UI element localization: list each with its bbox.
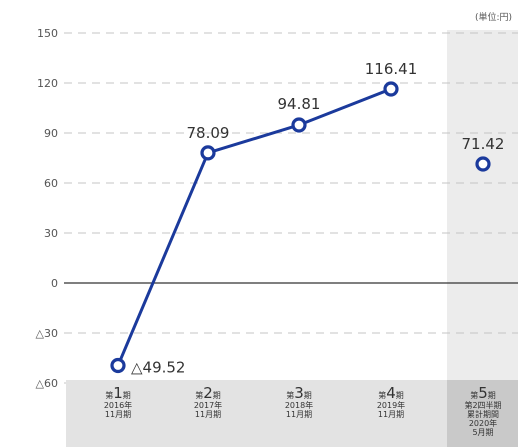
data-label: △49.52	[131, 359, 185, 377]
category-period: 第2期	[195, 384, 221, 402]
category-period: 第3期	[286, 384, 312, 402]
category-subline: 2020年	[469, 418, 497, 428]
category-subline: 2018年	[285, 400, 313, 410]
series-line	[116, 87, 392, 367]
y-tick-label: 0	[51, 277, 58, 290]
category-subline: 第2四半期	[464, 400, 501, 410]
y-tick-label: △30	[36, 327, 58, 340]
forecast-category-band	[447, 380, 518, 447]
category-subline: 11月期	[286, 410, 312, 419]
y-tick-label: △60	[36, 377, 58, 390]
data-labels: △49.52 78.09 94.81 116.41 71.42	[131, 60, 504, 377]
y-tick-label: 150	[37, 27, 58, 40]
unit-label: (単位:円)	[475, 11, 512, 23]
category-subline: 2017年	[194, 400, 222, 410]
category-subline: 累計期間	[467, 409, 499, 419]
data-point	[383, 81, 399, 97]
data-label: 78.09	[187, 124, 230, 142]
data-point	[200, 145, 216, 161]
category-period: 第4期	[378, 384, 404, 402]
data-points	[110, 81, 491, 374]
category-subline: 2019年	[377, 400, 405, 410]
forecast-column-band	[447, 30, 518, 380]
y-tick-label: 60	[44, 177, 58, 190]
data-label: 116.41	[365, 60, 418, 78]
data-point	[291, 117, 307, 133]
category-subline: 11月期	[105, 410, 131, 419]
data-point	[110, 357, 126, 374]
y-tick-label: 90	[44, 127, 58, 140]
category-subline: 11月期	[378, 410, 404, 419]
category-axis-band	[66, 380, 447, 447]
category-period: 第1期	[105, 384, 131, 402]
data-point	[475, 156, 491, 172]
y-axis-ticks: 150 120 90 60 30 0 △30 △60	[36, 27, 58, 390]
category-subline: 5月期	[472, 428, 493, 437]
data-label: 71.42	[462, 135, 505, 153]
category-subline: 11月期	[195, 410, 221, 419]
y-tick-label: 30	[44, 227, 58, 240]
category-subline: 2016年	[104, 400, 132, 410]
data-label: 94.81	[278, 95, 321, 113]
y-tick-label: 120	[37, 77, 58, 90]
category-period: 第5期	[470, 384, 496, 402]
category-labels: 第1期2016年11月期第2期2017年11月期第3期2018年11月期第4期2…	[104, 384, 502, 437]
